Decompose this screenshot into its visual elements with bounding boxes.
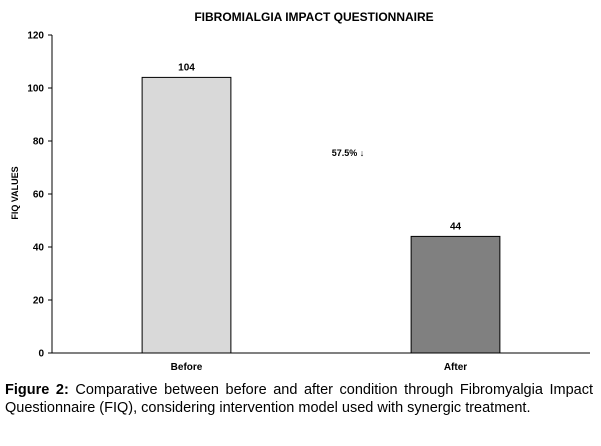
percent-change-annotation: 57.5% ↓ xyxy=(332,148,365,158)
caption-label: Figure 2: xyxy=(5,382,69,398)
data-labels: 104 44 xyxy=(178,62,461,232)
y-tick-label: 0 xyxy=(38,349,44,360)
category-label-before: Before xyxy=(171,362,203,373)
bar-before xyxy=(141,76,232,354)
y-tick-label: 60 xyxy=(33,190,45,201)
y-tick-label: 40 xyxy=(33,243,45,254)
category-label-after: After xyxy=(444,362,467,373)
data-label-after: 44 xyxy=(450,221,462,232)
bar-chart: FIBROMIALGIA IMPACT QUESTIONNAIRE FIQ VA… xyxy=(10,10,590,373)
chart-title: FIBROMIALGIA IMPACT QUESTIONNAIRE xyxy=(194,10,433,24)
y-tick-label: 80 xyxy=(33,137,45,148)
category-labels: Before After xyxy=(171,362,468,373)
bar-after xyxy=(410,235,501,354)
y-tick-label: 20 xyxy=(33,296,45,307)
y-tick-label: 120 xyxy=(27,31,44,42)
y-tick-label: 100 xyxy=(27,84,44,95)
y-axis-ticks: 0 20 40 60 80 100 120 xyxy=(27,31,52,360)
data-label-before: 104 xyxy=(178,62,195,73)
caption-text: Comparative between before and after con… xyxy=(5,382,593,416)
figure-caption: Figure 2: Comparative between before and… xyxy=(5,381,593,417)
y-axis-label: FIQ VALUES xyxy=(10,166,20,219)
bars xyxy=(141,76,501,354)
